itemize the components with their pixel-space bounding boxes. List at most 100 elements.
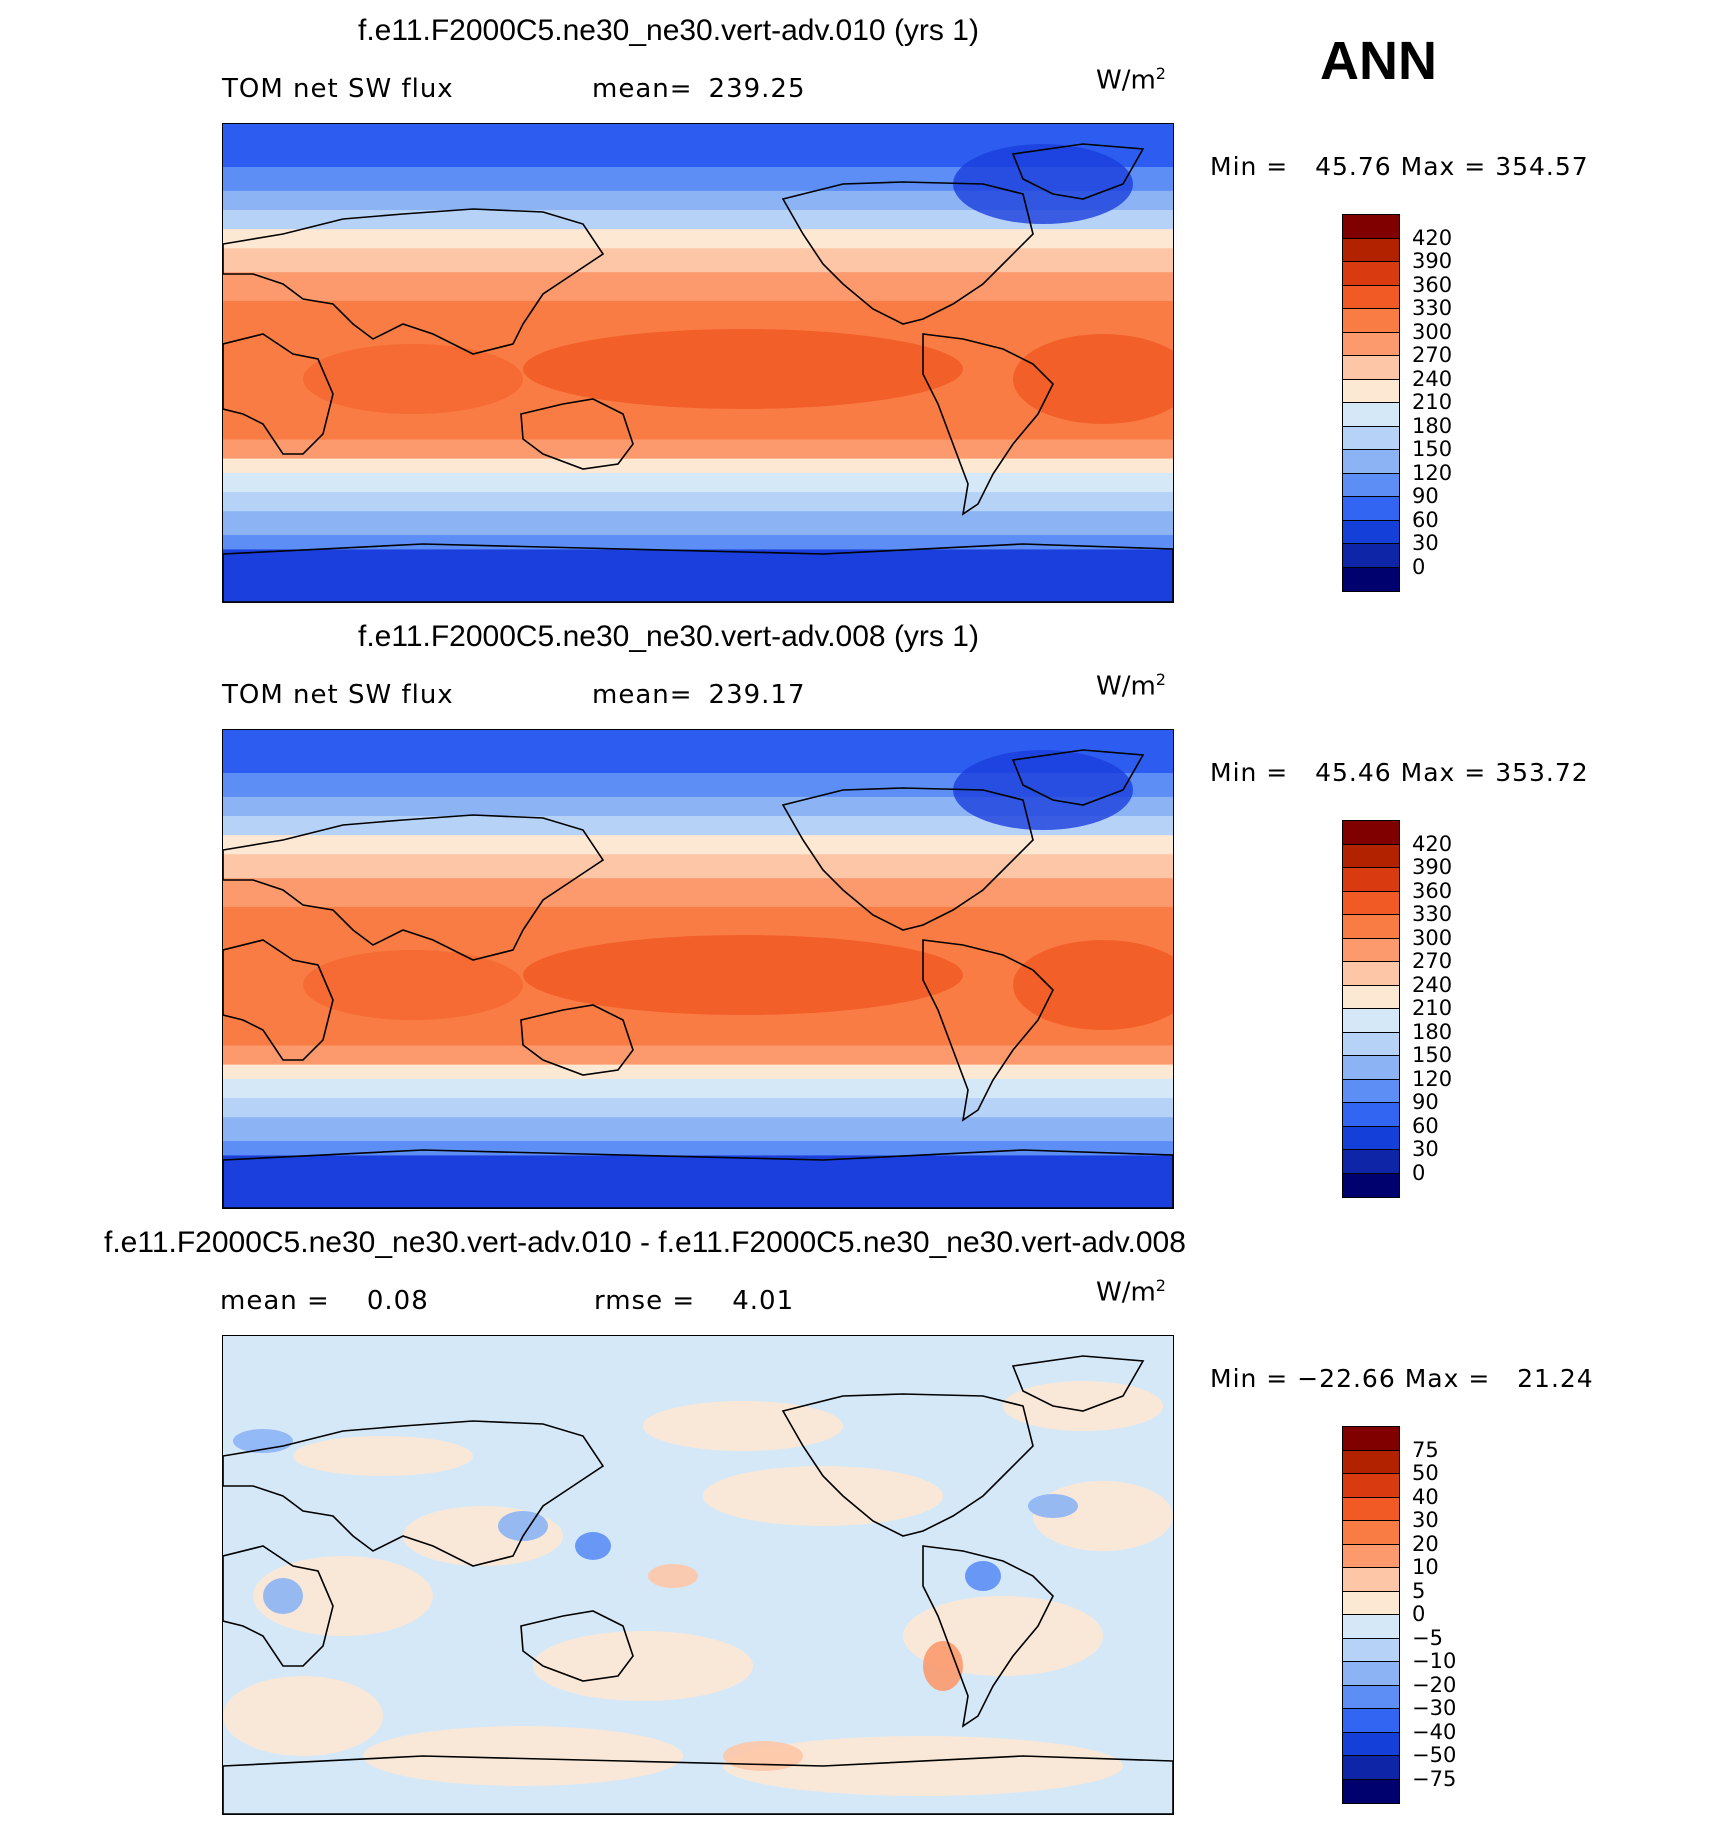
colorbar-tick-label: 390 bbox=[1412, 249, 1453, 273]
colorbar-segment bbox=[1343, 1591, 1399, 1615]
colorbar-tick-label: 10 bbox=[1412, 1555, 1439, 1579]
rmse-label: rmse = bbox=[594, 1286, 696, 1316]
max-label: Max = bbox=[1400, 758, 1487, 787]
colorbar-tick-label: 420 bbox=[1412, 831, 1453, 856]
colorbar-segment bbox=[1343, 1779, 1399, 1803]
colorbar-segment bbox=[1343, 915, 1399, 939]
colorbar bbox=[1342, 820, 1400, 1198]
units-label: W/m2 bbox=[1096, 670, 1166, 702]
colorbar-tick-label: 60 bbox=[1412, 507, 1439, 532]
colorbar-segment bbox=[1343, 1568, 1399, 1592]
colorbar-segment bbox=[1343, 332, 1399, 356]
min-max-readout: Min = 45.46 Max = 353.72 bbox=[1210, 758, 1589, 787]
colorbar-tick-label: 40 bbox=[1412, 1484, 1439, 1509]
colorbar-tick-label: 75 bbox=[1412, 1437, 1439, 1462]
colorbar-tick-label: 420 bbox=[1412, 225, 1453, 250]
rmse-stat: rmse = 4.01 bbox=[594, 1286, 794, 1316]
min-max-readout: Min = 45.76 Max = 354.57 bbox=[1210, 152, 1589, 181]
max-value: 21.24 bbox=[1517, 1364, 1594, 1393]
colorbar-segment bbox=[1343, 520, 1399, 544]
colorbar-tick-label: −30 bbox=[1412, 1696, 1457, 1720]
colorbar-segment bbox=[1343, 1615, 1399, 1639]
colorbar-tick-label: 150 bbox=[1412, 437, 1453, 461]
colorbar-segment bbox=[1343, 426, 1399, 450]
colorbar-segment bbox=[1343, 1709, 1399, 1733]
colorbar-tick-label: 390 bbox=[1412, 855, 1453, 879]
colorbar-segment bbox=[1343, 1474, 1399, 1498]
colorbar-tick-label: 300 bbox=[1412, 319, 1453, 344]
panel-difference: f.e11.F2000C5.ne30_ne30.vert-adv.010 - f… bbox=[0, 1212, 1710, 1822]
colorbar-tick-label: −50 bbox=[1412, 1743, 1457, 1767]
colorbar-segment bbox=[1343, 1756, 1399, 1780]
min-value: 45.46 bbox=[1315, 758, 1392, 787]
colorbar-segment bbox=[1343, 868, 1399, 892]
mean-label: mean = bbox=[220, 1286, 330, 1316]
colorbar-segment bbox=[1343, 450, 1399, 474]
min-value: −22.66 bbox=[1297, 1364, 1396, 1393]
colorbar-segment bbox=[1343, 1427, 1399, 1451]
mean-label: mean= bbox=[592, 74, 693, 104]
colorbar-segment bbox=[1343, 891, 1399, 915]
colorbar-tick-label: 30 bbox=[1412, 531, 1439, 555]
mean-stat: mean = 0.08 bbox=[220, 1286, 429, 1316]
mean-label: mean= bbox=[592, 680, 693, 710]
map-plot bbox=[222, 123, 1174, 603]
colorbar-segment bbox=[1343, 1732, 1399, 1756]
colorbar-tick-label: 360 bbox=[1412, 272, 1453, 297]
colorbar-tick-label: 240 bbox=[1412, 366, 1453, 391]
colorbar-segment bbox=[1343, 215, 1399, 239]
colorbar-tick-label: 180 bbox=[1412, 413, 1453, 438]
map-plot bbox=[222, 1335, 1174, 1815]
colorbar-tick-label: 270 bbox=[1412, 343, 1453, 367]
colorbar-segment bbox=[1343, 1150, 1399, 1174]
colorbar-segment bbox=[1343, 1032, 1399, 1056]
colorbar-tick-label: 60 bbox=[1412, 1113, 1439, 1138]
colorbar-segment bbox=[1343, 1126, 1399, 1150]
colorbar-segment bbox=[1343, 962, 1399, 986]
colorbar-segment bbox=[1343, 844, 1399, 868]
colorbar-tick-label: 30 bbox=[1412, 1508, 1439, 1532]
colorbar-segment bbox=[1343, 1544, 1399, 1568]
colorbar-segment bbox=[1343, 985, 1399, 1009]
colorbar-segment bbox=[1343, 1521, 1399, 1545]
colorbar-tick-label: 120 bbox=[1412, 1066, 1453, 1091]
colorbar-tick-label: −20 bbox=[1412, 1672, 1457, 1697]
colorbar-tick-label: 30 bbox=[1412, 1137, 1439, 1161]
colorbar-tick-label: 210 bbox=[1412, 996, 1453, 1020]
colorbar-tick-label: 0 bbox=[1412, 554, 1426, 579]
colorbar bbox=[1342, 1426, 1400, 1804]
colorbar-tick-label: 210 bbox=[1412, 390, 1453, 414]
colorbar-tick-label: 300 bbox=[1412, 925, 1453, 950]
colorbar bbox=[1342, 214, 1400, 592]
panel-title: f.e11.F2000C5.ne30_ne30.vert-adv.008 (yr… bbox=[358, 620, 979, 653]
colorbar-segment bbox=[1343, 497, 1399, 521]
colorbar-segment bbox=[1343, 938, 1399, 962]
max-label: Max = bbox=[1404, 1364, 1491, 1393]
colorbar-segment bbox=[1343, 1056, 1399, 1080]
colorbar-segment bbox=[1343, 262, 1399, 286]
mean-value: 239.17 bbox=[708, 680, 806, 710]
panel-title: f.e11.F2000C5.ne30_ne30.vert-adv.010 (yr… bbox=[358, 14, 979, 47]
season-label: ANN bbox=[1320, 31, 1437, 91]
colorbar-tick-label: 5 bbox=[1412, 1578, 1426, 1603]
colorbar-tick-label: 0 bbox=[1412, 1602, 1426, 1626]
colorbar-tick-label: 120 bbox=[1412, 460, 1453, 485]
min-label: Min = bbox=[1210, 1364, 1289, 1393]
mean-value: 0.08 bbox=[366, 1286, 429, 1316]
mean-stat: mean= 239.25 bbox=[592, 74, 806, 104]
colorbar-tick-label: 330 bbox=[1412, 902, 1453, 926]
colorbar-segment bbox=[1343, 1009, 1399, 1033]
colorbar-segment bbox=[1343, 1638, 1399, 1662]
colorbar-tick-label: 270 bbox=[1412, 949, 1453, 973]
units-label: W/m2 bbox=[1096, 1276, 1166, 1308]
colorbar-segment bbox=[1343, 1173, 1399, 1197]
colorbar-tick-label: 330 bbox=[1412, 296, 1453, 320]
colorbar-segment bbox=[1343, 1685, 1399, 1709]
max-value: 353.72 bbox=[1495, 758, 1589, 787]
colorbar-segment bbox=[1343, 821, 1399, 845]
colorbar-segment bbox=[1343, 403, 1399, 427]
colorbar-segment bbox=[1343, 1450, 1399, 1474]
colorbar-segment bbox=[1343, 1103, 1399, 1127]
max-value: 354.57 bbox=[1495, 152, 1589, 181]
colorbar-segment bbox=[1343, 567, 1399, 591]
